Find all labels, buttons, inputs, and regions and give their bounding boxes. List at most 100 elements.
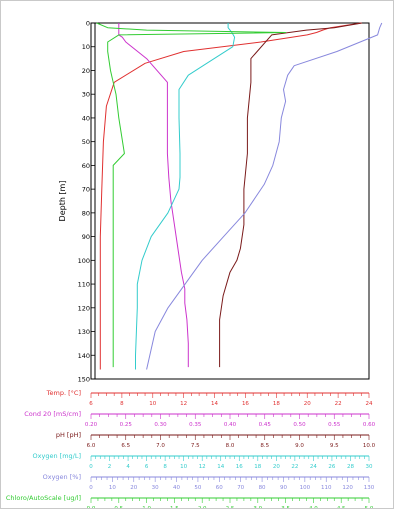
axis-0-tick-label: 10: [149, 401, 156, 407]
axis-3-tick-label: 14: [217, 464, 224, 470]
axis-5-tick-label: 1.5: [170, 506, 179, 508]
axis-0-tick-label: 20: [304, 401, 311, 407]
axis-4-tick-label: 70: [237, 485, 244, 491]
axis-4-title: Oxygen [%]: [43, 473, 81, 481]
axis-0-tick-label: 8: [120, 401, 124, 407]
axis-0-tick-label: 24: [366, 401, 373, 407]
y-tick-label: 10: [82, 43, 90, 51]
axis-5-tick-label: 3.0: [253, 506, 262, 508]
axis-3-tick-label: 6: [145, 464, 149, 470]
axis-3-tick-label: 24: [310, 464, 317, 470]
axis-5-tick-label: 1.0: [142, 506, 151, 508]
series-line-2: [219, 22, 363, 368]
axis-3-tick-label: 30: [366, 464, 373, 470]
axis-0-tick-label: 12: [180, 401, 187, 407]
axis-0-tick-label: 22: [335, 401, 342, 407]
axis-4-tick-label: 30: [152, 485, 159, 491]
axis-3-tick-label: 28: [347, 464, 354, 470]
y-tick-label: 90: [82, 233, 90, 241]
axis-5-tick-label: 4.0: [309, 506, 318, 508]
axis-5-tick-label: 0.5: [114, 506, 123, 508]
axis-2-tick-label: 9.0: [295, 443, 304, 449]
axis-4-tick-label: 90: [280, 485, 287, 491]
axis-4-tick-label: 80: [259, 485, 266, 491]
axis-2-tick-label: 7.0: [156, 443, 165, 449]
axis-1-tick-label: 0.50: [293, 422, 306, 428]
axis-2-title: pH [pH]: [56, 431, 81, 439]
y-tick-label: 20: [82, 67, 90, 75]
y-axis-label: Depth [m]: [58, 181, 67, 222]
axis-4-tick-label: 130: [364, 485, 375, 491]
axis-5-tick-label: 0.0: [87, 506, 96, 508]
axis-4-tick-label: 50: [194, 485, 201, 491]
axis-1-tick-label: 0.30: [154, 422, 167, 428]
axis-4-tick-label: 100: [300, 485, 311, 491]
axis-5-tick-label: 4.5: [337, 506, 346, 508]
axis-2-tick-label: 10.0: [363, 443, 376, 449]
axis-4-tick-label: 20: [130, 485, 137, 491]
axis-5-tick-label: 2.0: [198, 506, 207, 508]
axis-2-tick-label: 8.0: [226, 443, 235, 449]
axis-3-tick-label: 22: [291, 464, 298, 470]
axis-2-tick-label: 9.5: [330, 443, 339, 449]
y-tick-label: 120: [78, 304, 90, 312]
axis-3-tick-label: 20: [273, 464, 280, 470]
axis-2-tick-label: 6.5: [121, 443, 130, 449]
y-tick-label: 110: [78, 281, 90, 289]
axis-5-tick-label: 3.5: [281, 506, 290, 508]
axis-4-tick-label: 0: [89, 485, 93, 491]
axis-3-tick-label: 4: [126, 464, 130, 470]
axis-0-title: Temp. [°C]: [46, 389, 81, 397]
y-tick-label: 70: [82, 186, 90, 194]
y-tick-label: 30: [82, 91, 90, 99]
y-tick-label: 150: [78, 376, 90, 384]
axis-2-tick-label: 6.0: [87, 443, 96, 449]
axis-1-tick-label: 0.40: [224, 422, 237, 428]
axis-3-tick-label: 18: [254, 464, 261, 470]
axis-4-tick-label: 110: [321, 485, 332, 491]
axis-1-tick-label: 0.45: [259, 422, 272, 428]
axis-3-title: Oxygen [mg/L]: [33, 452, 81, 460]
axis-3-tick-label: 10: [180, 464, 187, 470]
y-tick-label: 140: [78, 352, 90, 360]
axis-1-tick-label: 0.35: [189, 422, 202, 428]
axis-3-tick-label: 12: [199, 464, 206, 470]
axis-2-tick-label: 7.5: [191, 443, 200, 449]
axis-4-tick-label: 40: [173, 485, 180, 491]
axis-0-tick-label: 6: [89, 401, 93, 407]
axis-3-tick-label: 8: [163, 464, 167, 470]
axis-1-tick-label: 0.55: [328, 422, 341, 428]
axis-1-title: Cond 20 [mS/cm]: [24, 410, 81, 418]
y-tick-label: 100: [78, 257, 90, 265]
y-tick-label: 50: [82, 138, 90, 146]
axis-4-tick-label: 120: [342, 485, 353, 491]
y-tick-label: 0: [86, 20, 90, 28]
y-tick-label: 80: [82, 209, 90, 217]
plot-frame: [90, 22, 370, 380]
y-tick-label: 40: [82, 114, 90, 122]
axis-3-tick-label: 0: [89, 464, 93, 470]
axis-3-tick-label: 26: [328, 464, 335, 470]
axis-1-tick-label: 0.25: [120, 422, 133, 428]
axis-2-tick-label: 8.5: [260, 443, 269, 449]
axis-0-tick-label: 16: [242, 401, 249, 407]
axis-3-tick-label: 16: [236, 464, 243, 470]
axis-5-title: Chloro/AutoScale [ug/l]: [6, 494, 81, 502]
axis-5-tick-label: 2.5: [226, 506, 235, 508]
series-line-5: [96, 22, 287, 368]
series-line-0: [99, 22, 362, 370]
axis-1-tick-label: 0.60: [363, 422, 376, 428]
y-tick-label: 60: [82, 162, 90, 170]
axis-4-tick-label: 10: [109, 485, 116, 491]
series-line-3: [135, 23, 236, 370]
axis-3-tick-label: 2: [108, 464, 112, 470]
axis-0-tick-label: 14: [211, 401, 218, 407]
series-line-4: [146, 22, 383, 370]
axis-0-tick-label: 18: [273, 401, 280, 407]
y-tick-label: 130: [78, 328, 90, 336]
axis-5-tick-label: 5.0: [365, 506, 374, 508]
axis-4-tick-label: 60: [216, 485, 223, 491]
axis-1-tick-label: 0.20: [85, 422, 98, 428]
